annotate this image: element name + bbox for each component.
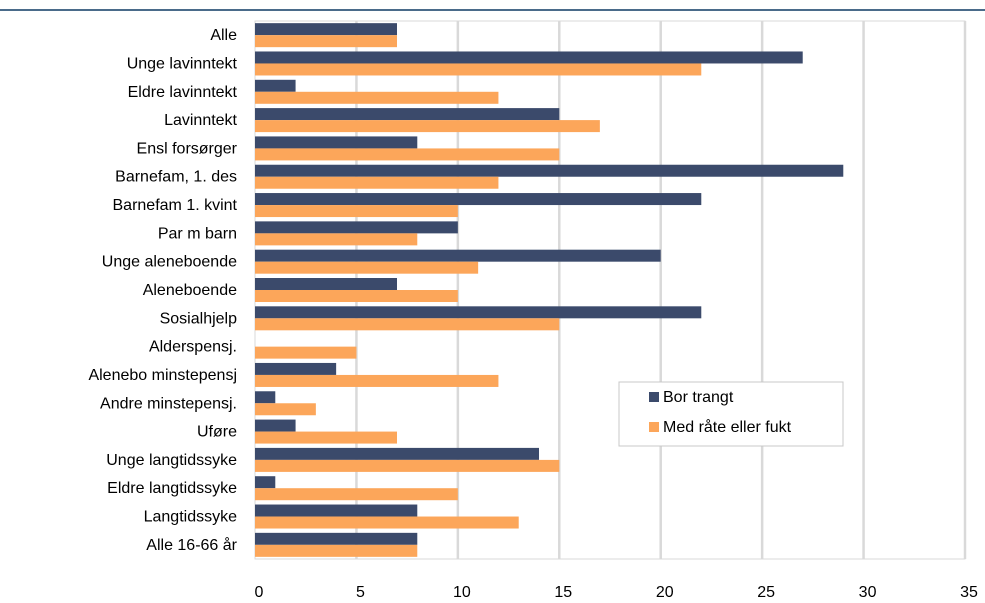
bar-bor-trangt (255, 221, 458, 234)
bar-bor-trangt (255, 193, 702, 206)
bar-med-rate-eller-fukt (255, 459, 560, 472)
category-label: Barnefam, 1. des (115, 169, 237, 186)
legend-swatch-med-rate-eller-fukt (649, 422, 659, 432)
bars (255, 23, 844, 557)
bar-med-rate-eller-fukt (255, 488, 458, 501)
bar-bor-trangt (255, 136, 418, 149)
category-label: Unge langtidssyke (106, 452, 237, 469)
x-tick-label: 25 (757, 584, 775, 601)
x-tick-label: 35 (960, 584, 978, 601)
bar-med-rate-eller-fukt (255, 120, 600, 133)
x-tick-label: 5 (356, 584, 365, 601)
bar-bor-trangt (255, 476, 276, 489)
legend-label-bor-trangt: Bor trangt (663, 389, 734, 406)
bar-med-rate-eller-fukt (255, 63, 702, 76)
x-tick-label: 15 (554, 584, 572, 601)
category-label: Alle (210, 27, 237, 44)
category-label: Unge aleneboende (102, 254, 237, 271)
category-label: Uføre (197, 424, 237, 441)
category-label: Alle 16-66 år (146, 536, 237, 554)
x-tick-label: 10 (453, 584, 471, 601)
bar-med-rate-eller-fukt (255, 318, 560, 331)
bar-med-rate-eller-fukt (255, 431, 397, 444)
bar-bor-trangt (255, 504, 418, 517)
category-label: Aleneboende (143, 282, 237, 299)
category-label: Ensl forsørger (137, 140, 238, 157)
bar-med-rate-eller-fukt (255, 35, 397, 48)
bar-bor-trangt (255, 278, 397, 290)
legend-label-med-rate-eller-fukt: Med råte eller fukt (663, 418, 792, 436)
legend-swatch-bor-trangt (649, 392, 659, 402)
bar-bor-trangt (255, 532, 418, 545)
bar-bor-trangt (255, 108, 560, 121)
category-label: Andre minstepensj. (100, 395, 237, 412)
top-rule (0, 9, 985, 11)
category-label: Sosialhjelp (160, 310, 237, 327)
category-label: Par m barn (158, 225, 237, 242)
bar-bor-trangt (255, 391, 276, 404)
category-label: Langtidssyke (144, 509, 237, 526)
bar-med-rate-eller-fukt (255, 544, 418, 557)
bar-med-rate-eller-fukt (255, 233, 418, 246)
bar-med-rate-eller-fukt (255, 374, 499, 387)
legend: Bor trangt Med råte eller fukt (618, 381, 844, 447)
bar-bor-trangt (255, 164, 844, 177)
bar-med-rate-eller-fukt (255, 403, 316, 416)
category-label: Lavinntekt (164, 112, 237, 129)
bar-med-rate-eller-fukt (255, 148, 560, 161)
bar-med-rate-eller-fukt (255, 176, 499, 189)
category-label: Alderspensj. (149, 339, 237, 356)
x-tick-labels: 0 5 10 15 20 25 30 35 (255, 584, 978, 601)
category-label: Unge lavinntekt (127, 55, 238, 72)
bar-bor-trangt (255, 23, 397, 36)
bar-bor-trangt (255, 362, 337, 375)
bar-bor-trangt (255, 306, 702, 319)
bar-med-rate-eller-fukt (255, 261, 479, 274)
bar-med-rate-eller-fukt (255, 346, 357, 359)
bar-bor-trangt (255, 447, 539, 460)
category-label: Eldre langtidssyke (107, 480, 237, 497)
bar-bor-trangt (255, 51, 803, 64)
x-tick-label: 20 (656, 584, 674, 601)
category-label: Barnefam 1. kvint (113, 197, 238, 214)
bar-bor-trangt (255, 419, 296, 432)
category-label: Alenebo minstepensj (88, 367, 237, 384)
bar-med-rate-eller-fukt (255, 91, 499, 104)
category-labels: Alle Unge lavinntekt Eldre lavinntekt Lavin… (88, 27, 237, 554)
bar-med-rate-eller-fukt (255, 290, 458, 302)
bar-bor-trangt (255, 79, 296, 92)
bar-bor-trangt (255, 249, 661, 262)
x-tick-label: 30 (859, 584, 877, 601)
bar-med-rate-eller-fukt (255, 205, 458, 218)
category-label: Eldre lavinntekt (128, 84, 238, 101)
x-tick-label: 0 (255, 584, 264, 601)
bar-med-rate-eller-fukt (255, 516, 519, 529)
